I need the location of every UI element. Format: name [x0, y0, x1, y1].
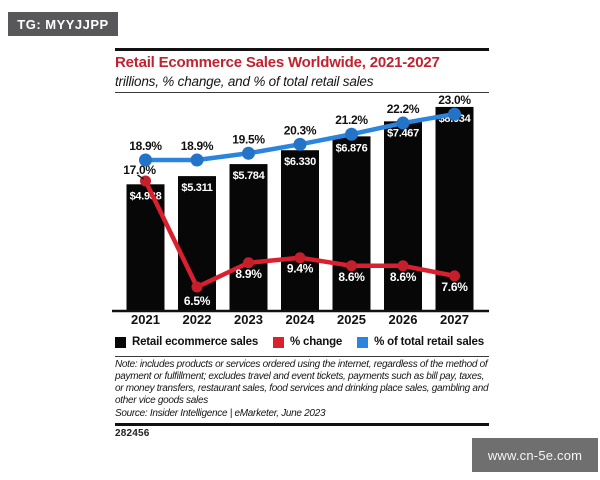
- share-label: 22.2%: [387, 102, 420, 116]
- share-point-2026: [396, 116, 410, 130]
- chart-note: Note: includes products or services orde…: [115, 359, 489, 406]
- share-point-2027: [448, 107, 461, 121]
- legend-swatch-red: [273, 336, 285, 348]
- pct-change-label: 7.6%: [441, 280, 468, 294]
- legend-swatch-blue: [357, 336, 369, 348]
- share-label: 20.3%: [284, 123, 317, 137]
- bar-value-label: $6.876: [336, 142, 368, 154]
- share-label: 23.0%: [438, 93, 471, 107]
- share-point-2024: [293, 137, 307, 151]
- bar-value-label: $7.467: [387, 127, 419, 139]
- bar-2025: [332, 136, 371, 311]
- chart-canvas: 2021 2022 2023 2024 2025 2026 2027$4.988$5.311…: [112, 93, 489, 327]
- share-point-2025: [345, 127, 358, 141]
- legend-item-pct-change: % change: [273, 336, 342, 348]
- pct-change-point-2023: [243, 257, 254, 269]
- legend-label: % of total retail sales: [374, 336, 484, 348]
- legend-label: Retail ecommerce sales: [132, 336, 259, 348]
- share-point-2021: [139, 153, 152, 167]
- bar-2023: [229, 164, 268, 311]
- pct-change-point-2024: [294, 252, 306, 264]
- bar-value-label: $5.784: [233, 170, 266, 182]
- legend-label: % change: [290, 336, 343, 348]
- x-tick-2025: 2025: [337, 312, 366, 327]
- bar-2024: [281, 150, 319, 311]
- share-label: 21.2%: [335, 113, 368, 127]
- chart-plot-area: 2021 2022 2023 2024 2025 2026 2027 $4.988 $5.311…: [112, 93, 489, 335]
- chart-legend: Retail ecommerce sales % change % of tot…: [115, 334, 489, 350]
- x-tick-2023: 2023: [234, 312, 263, 327]
- pct-change-label: 17.0%: [123, 163, 156, 177]
- pct-change-label: 8.6%: [390, 270, 417, 284]
- bar-value-label: $6.330: [284, 156, 316, 168]
- pct-change-label: 8.9%: [235, 267, 262, 281]
- legend-item-share-of-retail: % of total retail sales: [357, 336, 484, 348]
- pct-change-label: 6.5%: [184, 294, 211, 308]
- telegram-badge: TG: MYYJJPP: [8, 12, 118, 36]
- chart-footnotes: Note: includes products or services orde…: [115, 356, 489, 439]
- bar-2026: [384, 121, 422, 311]
- x-tick-2022: 2022: [183, 312, 212, 327]
- legend-item-ecommerce-sales: Retail ecommerce sales: [115, 336, 258, 348]
- x-tick-2024: 2024: [286, 312, 316, 327]
- bar-value-label: $5.311: [181, 182, 212, 194]
- figure-id: 282456: [115, 428, 150, 439]
- header-divider-rule: [115, 92, 489, 93]
- top-border-rule: [115, 48, 489, 51]
- pct-change-point-2026: [397, 260, 409, 272]
- share-point-2022: [190, 153, 204, 167]
- share-point-2023: [242, 146, 255, 160]
- x-tick-2026: 2026: [389, 312, 418, 327]
- pct-change-point-2022: [191, 281, 203, 293]
- x-tick-2027: 2027: [440, 312, 469, 327]
- pct-change-point-2025: [346, 260, 357, 272]
- pct-change-label: 8.6%: [338, 270, 365, 284]
- bottom-border-rule: [115, 423, 489, 426]
- legend-swatch-black: [115, 336, 126, 348]
- share-label: 18.9%: [181, 139, 214, 153]
- chart-title: Retail Ecommerce Sales Worldwide, 2021-2…: [115, 54, 440, 71]
- x-tick-2021: 2021: [131, 312, 160, 327]
- share-label: 18.9%: [129, 139, 162, 153]
- pct-change-point-2027: [449, 270, 460, 282]
- chart-source: Source: Insider Intelligence | eMarketer…: [115, 408, 326, 419]
- watermark: www.cn-5e.com: [472, 438, 598, 472]
- chart-subtitle: trillions, % change, and % of total reta…: [115, 74, 374, 89]
- pct-change-label: 9.4%: [287, 262, 314, 276]
- footnote-divider-rule: [115, 356, 489, 357]
- share-label: 19.5%: [232, 132, 265, 146]
- label-connector-line: [137, 174, 144, 180]
